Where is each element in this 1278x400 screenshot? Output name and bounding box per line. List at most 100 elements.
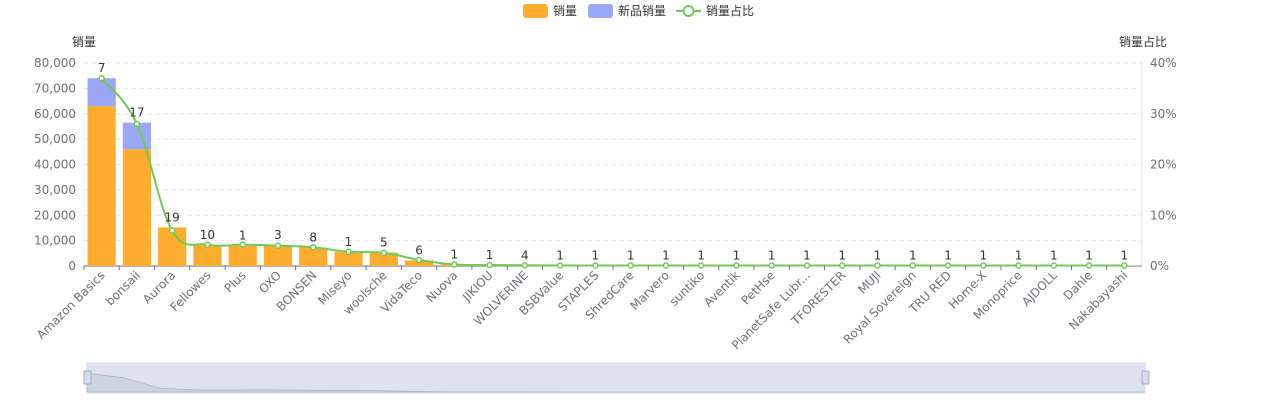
y-axis-title: 销量 bbox=[72, 35, 96, 49]
share-point[interactable] bbox=[239, 241, 246, 248]
bar-data-label: 1 bbox=[592, 249, 600, 263]
bar-sales[interactable] bbox=[334, 251, 363, 266]
y-axis-ticks: 0 10,000 20,000 30,000 40,000 50,000 60,000 70,… bbox=[34, 56, 76, 273]
share-point[interactable] bbox=[803, 262, 811, 269]
share-point[interactable] bbox=[944, 262, 952, 269]
share-point[interactable] bbox=[345, 248, 352, 256]
share-point[interactable] bbox=[768, 262, 775, 269]
share-point[interactable] bbox=[909, 262, 917, 269]
slider-handle-right[interactable] bbox=[1141, 370, 1150, 385]
legend-label-sales[interactable]: 销量 bbox=[553, 4, 577, 18]
bar-data-label: 1 bbox=[627, 249, 635, 263]
share-point[interactable] bbox=[133, 120, 141, 128]
bar-data-label: 1 bbox=[345, 235, 353, 249]
x-tick-label: suntiko bbox=[667, 268, 708, 309]
x-tick-label: Amazon Basics bbox=[34, 268, 108, 342]
share-point[interactable] bbox=[380, 249, 388, 257]
share-point[interactable] bbox=[733, 262, 740, 269]
y-tick-label: 60,000 bbox=[34, 107, 76, 121]
share-point[interactable] bbox=[662, 262, 670, 269]
slider-handle-left[interactable] bbox=[83, 370, 92, 385]
share-point[interactable] bbox=[98, 74, 105, 82]
bar-data-label: 1 bbox=[874, 249, 882, 263]
y-tick-label: 0 bbox=[68, 259, 76, 273]
bar-data-label: 1 bbox=[450, 247, 458, 261]
bar-data-label: 7 bbox=[98, 61, 106, 75]
share-point[interactable] bbox=[415, 256, 423, 264]
x-tick-label: bonsaii bbox=[103, 268, 143, 308]
bar-data-label: 10 bbox=[200, 228, 215, 242]
bar-data-label: 1 bbox=[838, 249, 846, 263]
share-point[interactable] bbox=[274, 242, 282, 249]
y2-tick-label: 10% bbox=[1150, 208, 1177, 222]
bar-data-label: 1 bbox=[1050, 249, 1058, 263]
bar-data-label: 8 bbox=[309, 230, 317, 244]
legend-label-new-sales[interactable]: 新品销量 bbox=[618, 3, 666, 18]
bar-new-sales[interactable] bbox=[87, 78, 116, 107]
bars bbox=[87, 78, 1139, 266]
bar-sales[interactable] bbox=[299, 247, 328, 266]
share-line-path bbox=[100, 77, 1125, 267]
bar-data-label: 3 bbox=[274, 228, 282, 242]
y2-tick-label: 0% bbox=[1150, 259, 1169, 273]
share-point[interactable] bbox=[697, 262, 705, 269]
legend-swatch-sales[interactable] bbox=[523, 4, 548, 18]
share-point[interactable] bbox=[1015, 262, 1022, 269]
bar-data-label: 5 bbox=[380, 236, 388, 250]
y2-tick-label: 30% bbox=[1150, 107, 1177, 121]
share-point[interactable] bbox=[980, 262, 987, 269]
bar-data-label: 1 bbox=[486, 248, 494, 262]
slider-selected-range[interactable] bbox=[87, 363, 1145, 393]
slider-data-shadow bbox=[86, 372, 1146, 393]
legend-label-share[interactable]: 销量占比 bbox=[706, 3, 754, 18]
x-tick-label: Marvero bbox=[627, 268, 672, 313]
y-tick-label: 20,000 bbox=[34, 208, 76, 222]
share-point[interactable] bbox=[556, 262, 564, 269]
share-point[interactable] bbox=[1121, 262, 1128, 269]
bar-data-label: 1 bbox=[556, 249, 564, 263]
share-point[interactable] bbox=[1085, 262, 1093, 269]
bar-sales[interactable] bbox=[228, 245, 257, 266]
share-point[interactable] bbox=[309, 243, 317, 251]
legend-swatch-new-sales[interactable] bbox=[588, 4, 613, 18]
x-tick-label: Plus bbox=[222, 268, 249, 295]
share-point[interactable] bbox=[451, 261, 458, 268]
data-zoom-slider[interactable] bbox=[83, 362, 1150, 394]
bar-sales[interactable] bbox=[263, 244, 293, 266]
bar-sales[interactable] bbox=[193, 245, 222, 266]
share-point[interactable] bbox=[592, 262, 599, 269]
legend: 销量 新品销量 销量占比 bbox=[523, 3, 754, 18]
bar-sales[interactable] bbox=[122, 149, 152, 266]
bar-data-label: 1 bbox=[1015, 249, 1023, 263]
y-tick-label: 70,000 bbox=[34, 81, 76, 95]
y-tick-label: 80,000 bbox=[34, 56, 76, 70]
y2-axis-title: 销量占比 bbox=[1119, 34, 1167, 49]
bar-sales[interactable] bbox=[369, 252, 398, 266]
bar-data-label: 1 bbox=[697, 249, 705, 263]
x-tick-label: Aventik bbox=[701, 268, 742, 309]
bar-labels: 7 17 19 10 1 3 8 1 5 6 1 1 4 1 1 1 1 1 1 1 1 1 1 1 1 1 1 1 1 1 bbox=[98, 61, 1128, 263]
y-tick-label: 10,000 bbox=[34, 234, 76, 248]
share-point[interactable] bbox=[521, 261, 529, 269]
share-point[interactable] bbox=[1050, 262, 1058, 269]
bar-data-label: 1 bbox=[239, 229, 247, 243]
share-point[interactable] bbox=[486, 261, 493, 269]
bar-sales[interactable] bbox=[404, 260, 434, 266]
bar-data-label: 1 bbox=[662, 249, 670, 263]
bar-data-label: 1 bbox=[979, 249, 987, 263]
share-point[interactable] bbox=[168, 227, 176, 234]
share-point[interactable] bbox=[838, 262, 846, 269]
y-tick-label: 30,000 bbox=[34, 183, 76, 197]
bar-data-label: 4 bbox=[521, 248, 529, 262]
share-point[interactable] bbox=[627, 262, 634, 269]
bar-sales[interactable] bbox=[158, 227, 187, 266]
x-tick-label: AJDOLL bbox=[1019, 268, 1060, 309]
share-point[interactable] bbox=[874, 262, 881, 269]
bar-data-label: 1 bbox=[944, 249, 952, 263]
share-point[interactable] bbox=[204, 241, 211, 248]
bar-sales[interactable] bbox=[87, 106, 116, 266]
bar-data-label: 1 bbox=[1121, 249, 1129, 263]
bar-data-label: 1 bbox=[909, 249, 917, 263]
